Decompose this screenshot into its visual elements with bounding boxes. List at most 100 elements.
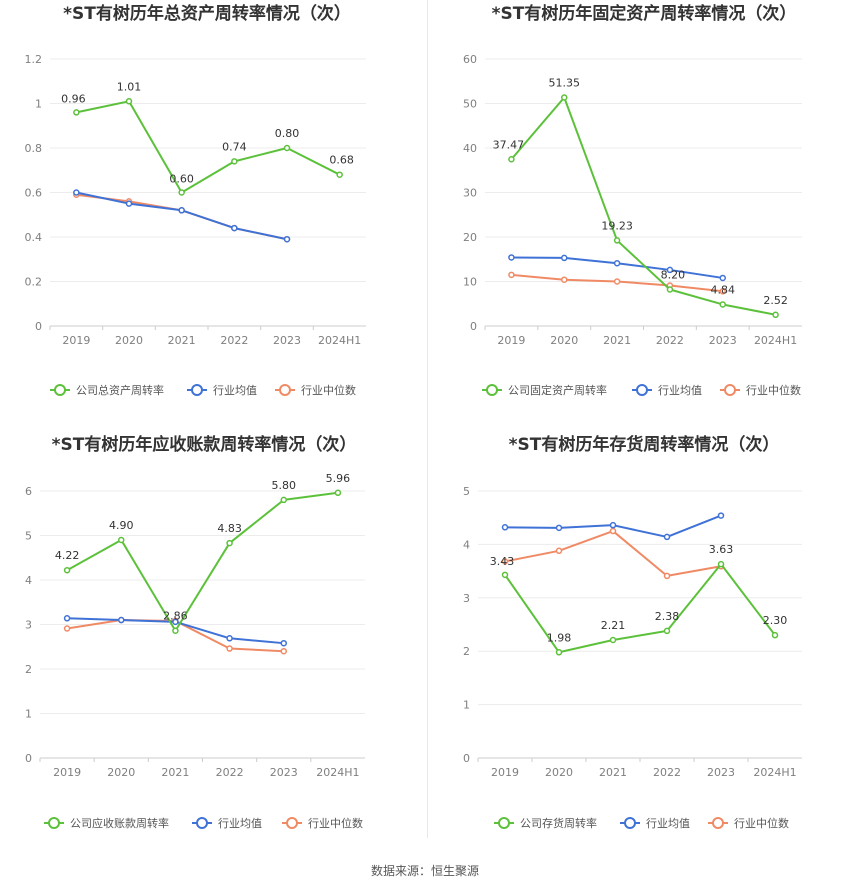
data-point-company[interactable] bbox=[336, 171, 343, 178]
y-tick-label: 30 bbox=[463, 187, 477, 200]
x-tick-label: 2024H1 bbox=[318, 334, 361, 347]
data-point-company[interactable] bbox=[613, 237, 621, 244]
y-tick-label: 1 bbox=[35, 98, 42, 111]
legend-item-industry-avg[interactable]: 行业均值 bbox=[187, 384, 257, 397]
data-point-industry-median[interactable] bbox=[63, 625, 71, 632]
data-point-company[interactable] bbox=[125, 98, 133, 105]
x-tick-label: 2024H1 bbox=[754, 334, 797, 347]
y-tick-label: 1 bbox=[25, 708, 32, 721]
data-point-industry-avg[interactable] bbox=[719, 274, 726, 282]
data-point-company[interactable] bbox=[280, 496, 287, 504]
y-tick-label: 0 bbox=[25, 752, 32, 765]
data-point-company[interactable] bbox=[172, 627, 179, 634]
data-label: 19.23 bbox=[601, 219, 633, 232]
x-tick-label: 2020 bbox=[115, 334, 143, 347]
data-point-industry-median[interactable] bbox=[508, 271, 515, 279]
y-tick-label: 20 bbox=[463, 231, 477, 244]
x-tick-label: 2022 bbox=[656, 334, 684, 347]
data-point-industry-avg[interactable] bbox=[717, 512, 725, 519]
data-point-industry-avg[interactable] bbox=[609, 521, 617, 529]
data-point-company[interactable] bbox=[508, 156, 515, 163]
data-point-industry-avg[interactable] bbox=[666, 266, 674, 274]
data-point-industry-avg[interactable] bbox=[73, 189, 80, 196]
data-point-industry-avg[interactable] bbox=[231, 224, 238, 232]
data-label: 8.20 bbox=[661, 269, 686, 282]
legend-item-company[interactable]: 公司存货周转率 bbox=[494, 816, 597, 830]
legend-label: 行业中位数 bbox=[308, 816, 363, 830]
data-point-company[interactable] bbox=[226, 539, 233, 547]
data-point-company[interactable] bbox=[283, 144, 291, 152]
data-point-industry-median[interactable] bbox=[280, 647, 287, 655]
data-label: 0.80 bbox=[275, 127, 300, 140]
legend-marker-icon bbox=[724, 384, 736, 396]
data-point-company[interactable] bbox=[231, 158, 238, 165]
legend-item-industry-median[interactable]: 行业中位数 bbox=[282, 816, 363, 830]
data-point-company[interactable] bbox=[719, 301, 726, 308]
chart-title: *ST有树历年总资产周转率情况（次） bbox=[63, 3, 351, 24]
legend-item-industry-avg[interactable]: 行业均值 bbox=[632, 384, 702, 397]
data-point-company[interactable] bbox=[561, 94, 568, 101]
legend-item-company[interactable]: 公司总资产周转率 bbox=[50, 383, 164, 397]
data-point-industry-median[interactable] bbox=[501, 558, 509, 565]
chart-fixed-asset-turnover: *ST有树历年固定资产周转率情况（次） 0 10 20 30 40 50 60 2019 2020… bbox=[430, 0, 850, 430]
data-label: 2.30 bbox=[763, 614, 788, 627]
data-point-industry-median[interactable] bbox=[555, 547, 563, 555]
data-point-company[interactable] bbox=[771, 631, 779, 639]
data-point-company[interactable] bbox=[501, 571, 509, 579]
data-point-industry-median[interactable] bbox=[613, 278, 621, 285]
data-point-industry-avg[interactable] bbox=[178, 207, 185, 214]
data-point-industry-avg[interactable] bbox=[226, 635, 233, 642]
legend-item-industry-avg[interactable]: 行业均值 bbox=[192, 817, 262, 830]
legend-item-industry-median[interactable]: 行业中位数 bbox=[275, 383, 356, 397]
data-point-industry-median[interactable] bbox=[663, 572, 671, 580]
legend-marker-icon bbox=[486, 384, 498, 396]
data-point-company[interactable] bbox=[63, 566, 71, 574]
data-point-industry-avg[interactable] bbox=[283, 235, 291, 243]
data-point-industry-avg[interactable] bbox=[125, 200, 133, 207]
data-point-industry-median[interactable] bbox=[719, 288, 726, 295]
data-point-industry-median[interactable] bbox=[561, 276, 568, 283]
data-point-company[interactable] bbox=[555, 649, 563, 656]
data-point-company[interactable] bbox=[666, 286, 674, 293]
legend-item-company[interactable]: 公司应收账款周转率 bbox=[44, 816, 169, 830]
x-tick-label: 2020 bbox=[107, 766, 135, 779]
data-point-company[interactable] bbox=[663, 627, 671, 635]
data-point-industry-avg[interactable] bbox=[663, 533, 671, 541]
data-label: 1.98 bbox=[547, 631, 572, 644]
data-point-industry-avg[interactable] bbox=[508, 254, 515, 261]
data-label: 3.43 bbox=[490, 555, 515, 568]
data-point-industry-avg[interactable] bbox=[63, 615, 71, 622]
y-tick-label: 5 bbox=[25, 530, 32, 543]
data-point-industry-avg[interactable] bbox=[280, 639, 287, 647]
data-point-industry-avg[interactable] bbox=[555, 524, 563, 532]
data-point-industry-median[interactable] bbox=[226, 645, 233, 652]
chart-title: *ST有树历年固定资产周转率情况（次） bbox=[492, 3, 797, 24]
legend-item-industry-median[interactable]: 行业中位数 bbox=[708, 816, 789, 830]
data-point-industry-avg[interactable] bbox=[501, 524, 509, 531]
data-label: 1.01 bbox=[117, 80, 142, 93]
data-label: 0.74 bbox=[222, 140, 247, 153]
data-point-company[interactable] bbox=[73, 109, 80, 116]
data-point-company[interactable] bbox=[609, 636, 617, 644]
data-point-company[interactable] bbox=[717, 560, 725, 568]
data-point-company[interactable] bbox=[118, 536, 125, 544]
series-line-company bbox=[76, 100, 341, 194]
data-label: 2.52 bbox=[763, 294, 788, 307]
data-point-industry-avg[interactable] bbox=[118, 616, 125, 624]
legend-marker-icon bbox=[624, 817, 636, 829]
legend-item-company[interactable]: 公司固定资产周转率 bbox=[482, 383, 607, 397]
legend-item-industry-median[interactable]: 行业中位数 bbox=[720, 383, 801, 397]
y-tick-label: 1 bbox=[463, 699, 470, 712]
data-point-industry-avg[interactable] bbox=[172, 618, 179, 626]
data-point-industry-avg[interactable] bbox=[561, 254, 568, 262]
data-point-company[interactable] bbox=[178, 189, 185, 196]
x-tick-label: 2019 bbox=[53, 766, 81, 779]
data-point-industry-median[interactable] bbox=[609, 527, 617, 535]
data-point-company[interactable] bbox=[772, 311, 779, 319]
x-tick-label: 2021 bbox=[603, 334, 631, 347]
legend-label: 行业均值 bbox=[658, 384, 702, 397]
legend-item-industry-avg[interactable]: 行业均值 bbox=[620, 817, 690, 830]
data-point-industry-avg[interactable] bbox=[613, 260, 621, 267]
data-point-company[interactable] bbox=[334, 489, 342, 497]
x-tick-label: 2022 bbox=[220, 334, 248, 347]
